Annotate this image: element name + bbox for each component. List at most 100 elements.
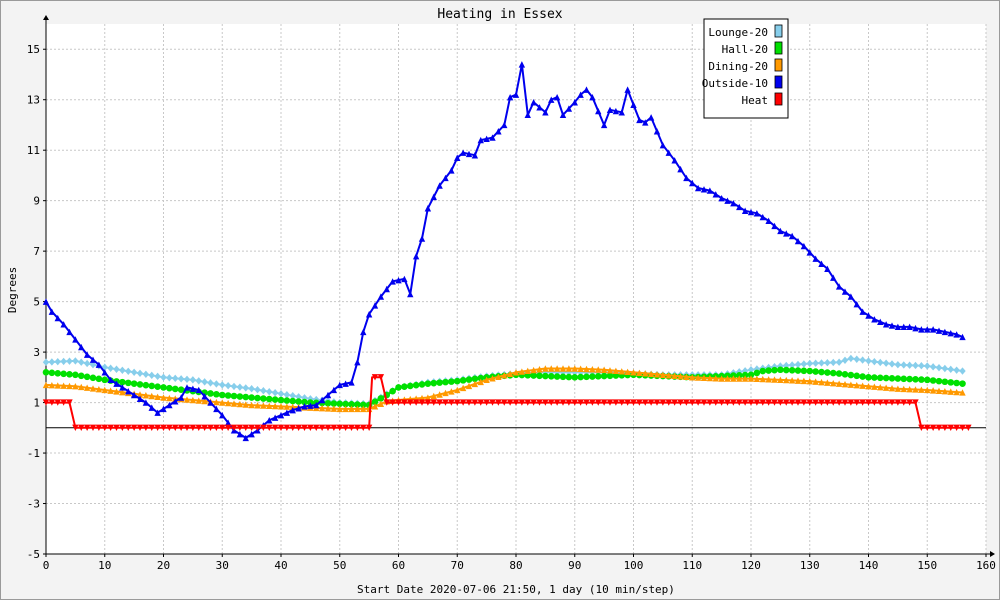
data-point bbox=[365, 311, 373, 318]
data-point bbox=[348, 401, 355, 408]
data-point bbox=[888, 399, 896, 406]
data-point bbox=[77, 372, 85, 380]
data-point bbox=[871, 374, 878, 381]
data-point bbox=[941, 388, 949, 395]
data-point bbox=[542, 365, 549, 372]
data-point bbox=[824, 265, 831, 273]
data-point bbox=[371, 374, 379, 381]
data-point bbox=[236, 430, 244, 438]
data-point bbox=[125, 367, 132, 375]
data-point bbox=[835, 283, 843, 290]
data-point bbox=[489, 399, 496, 406]
data-point bbox=[224, 424, 232, 432]
data-point bbox=[929, 363, 937, 371]
data-point bbox=[277, 424, 285, 432]
data-point bbox=[818, 378, 825, 386]
data-point bbox=[72, 424, 79, 432]
data-point bbox=[78, 383, 85, 391]
data-point bbox=[777, 366, 784, 374]
data-point bbox=[66, 357, 73, 365]
data-point bbox=[183, 384, 191, 391]
data-point bbox=[753, 369, 761, 377]
y-tick-label: -3 bbox=[27, 498, 40, 511]
data-point bbox=[583, 86, 590, 93]
data-point bbox=[436, 399, 443, 406]
data-point bbox=[935, 327, 943, 334]
data-point bbox=[101, 369, 108, 376]
data-point bbox=[618, 109, 625, 116]
data-point bbox=[459, 399, 467, 406]
data-point bbox=[565, 105, 573, 112]
data-point bbox=[230, 424, 238, 432]
data-point bbox=[882, 359, 890, 367]
data-point bbox=[154, 409, 161, 416]
data-point bbox=[459, 149, 467, 156]
data-point bbox=[559, 399, 567, 406]
data-point bbox=[783, 399, 790, 406]
data-point bbox=[612, 399, 620, 406]
data-point bbox=[824, 379, 831, 386]
data-point bbox=[847, 381, 855, 388]
data-point bbox=[160, 394, 167, 401]
data-point bbox=[172, 398, 179, 405]
legend-label-dining-20: Dining-20 bbox=[708, 60, 768, 73]
data-point bbox=[448, 167, 455, 174]
data-point bbox=[677, 165, 684, 173]
x-axis-arrow bbox=[990, 551, 995, 557]
data-point bbox=[230, 382, 238, 391]
data-point bbox=[89, 356, 97, 363]
data-point bbox=[266, 402, 273, 410]
data-point bbox=[219, 424, 226, 432]
data-point bbox=[283, 403, 291, 410]
data-point bbox=[436, 391, 443, 398]
data-point bbox=[788, 232, 796, 240]
data-point bbox=[659, 399, 667, 406]
data-point bbox=[136, 369, 144, 377]
data-point bbox=[818, 359, 825, 367]
data-point bbox=[183, 396, 191, 403]
data-point bbox=[506, 93, 514, 101]
data-point bbox=[677, 399, 684, 406]
data-point bbox=[354, 358, 361, 366]
data-point bbox=[518, 61, 526, 68]
data-point bbox=[342, 380, 349, 387]
data-point bbox=[401, 399, 408, 406]
data-point bbox=[530, 372, 537, 379]
data-point bbox=[882, 321, 890, 328]
data-point bbox=[213, 405, 220, 413]
data-point bbox=[841, 371, 849, 378]
data-point bbox=[330, 405, 338, 412]
data-point bbox=[788, 377, 796, 384]
data-point bbox=[60, 399, 67, 406]
data-point bbox=[83, 384, 91, 391]
data-point bbox=[242, 424, 249, 432]
data-point bbox=[501, 372, 508, 379]
data-point bbox=[230, 400, 238, 407]
data-point bbox=[166, 394, 173, 402]
data-point bbox=[89, 424, 97, 432]
data-point bbox=[671, 399, 678, 406]
data-point bbox=[148, 392, 155, 400]
data-point bbox=[800, 242, 808, 250]
data-point bbox=[313, 424, 320, 432]
legend-box bbox=[703, 18, 789, 119]
data-point bbox=[653, 399, 661, 406]
data-point bbox=[871, 399, 878, 406]
data-point bbox=[218, 391, 226, 399]
data-point bbox=[918, 326, 925, 333]
data-point bbox=[119, 378, 126, 386]
data-point bbox=[583, 373, 590, 381]
data-point bbox=[959, 380, 966, 387]
data-point bbox=[841, 356, 849, 364]
data-point bbox=[136, 395, 144, 402]
data-point bbox=[859, 373, 866, 380]
data-point bbox=[313, 401, 320, 409]
data-point bbox=[412, 381, 420, 389]
data-point bbox=[947, 365, 954, 374]
data-point bbox=[154, 372, 161, 381]
data-point bbox=[324, 391, 332, 399]
data-point bbox=[54, 382, 61, 389]
data-point bbox=[201, 378, 208, 386]
data-point bbox=[935, 377, 943, 385]
data-point bbox=[166, 424, 173, 432]
